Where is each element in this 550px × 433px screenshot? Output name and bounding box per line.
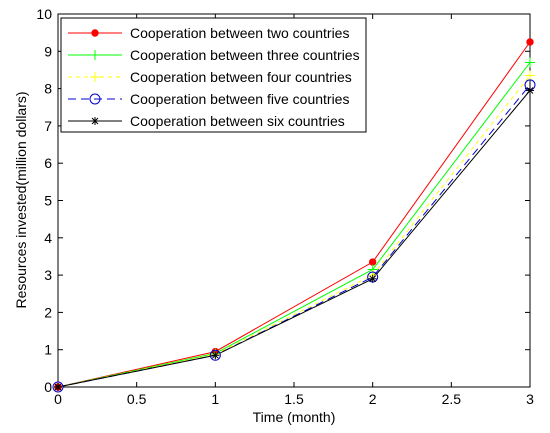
x-tick-label: 1.5 <box>284 391 304 407</box>
y-tick-label: 9 <box>44 43 52 59</box>
x-tick-label: 0 <box>54 391 62 407</box>
legend-label: Cooperation between six countries <box>130 113 345 129</box>
data-point-series-5 <box>211 351 220 360</box>
data-point-series-4 <box>209 349 221 361</box>
legend: Cooperation between two countries Coopera… <box>60 17 367 133</box>
legend-entry: Cooperation between two countries <box>68 25 349 41</box>
data-point-series-4 <box>52 381 64 393</box>
y-tick-label: 5 <box>44 193 52 209</box>
x-tick-label: 2 <box>369 391 377 407</box>
data-point-series-2 <box>525 57 535 68</box>
y-axis-label: Resources invested(million dollars) <box>13 91 29 308</box>
y-tick-label: 0 <box>44 379 52 395</box>
legend-entry: Cooperation between three countries <box>68 47 360 63</box>
y-axis: 0 1 2 3 4 5 6 7 8 9 10 <box>36 6 530 395</box>
legend-marker <box>91 117 99 125</box>
legend-box <box>60 17 367 133</box>
legend-label: Cooperation between five countries <box>130 91 349 107</box>
data-point-series-1 <box>526 38 534 46</box>
legend-entry: Cooperation between four countries <box>68 69 352 85</box>
data-point-series-1 <box>368 258 377 266</box>
y-tick-label: 6 <box>44 155 52 171</box>
y-tick-label: 7 <box>44 118 52 134</box>
y-tick-label: 2 <box>44 304 52 320</box>
legend-marker <box>89 93 101 105</box>
legend-marker <box>90 72 100 82</box>
x-tick-label: 3 <box>526 391 534 407</box>
y-tick-label: 10 <box>36 6 52 22</box>
legend-entry: Cooperation between six countries <box>68 113 345 129</box>
x-tick-label: 2.5 <box>442 391 462 407</box>
series-line-3 <box>57 75 531 388</box>
x-tick-label: 0.5 <box>127 391 147 407</box>
series-line-1 <box>57 41 531 388</box>
data-point-series-5 <box>526 86 534 95</box>
series-line-5 <box>57 90 531 388</box>
data-point-series-5 <box>368 274 377 283</box>
y-tick-label: 4 <box>44 230 52 246</box>
data-point-series-3 <box>525 70 535 81</box>
legend-marker <box>90 50 100 60</box>
x-axis-label: Time (month) <box>253 409 336 425</box>
y-tick-label: 8 <box>44 81 52 97</box>
legend-label: Cooperation between four countries <box>130 69 352 85</box>
y-tick-label: 3 <box>44 267 52 283</box>
x-tick-label: 1 <box>211 391 219 407</box>
x-axis: 0 0.5 1 1.5 2 2.5 3 <box>54 14 534 407</box>
series-lines <box>57 41 531 388</box>
series-markers <box>52 38 536 393</box>
legend-label: Cooperation between three countries <box>130 47 360 63</box>
y-tick-label: 1 <box>44 342 52 358</box>
legend-entry: Cooperation between five countries <box>68 91 349 107</box>
legend-marker <box>91 29 99 37</box>
legend-label: Cooperation between two countries <box>130 25 349 41</box>
data-point-series-5 <box>54 383 62 391</box>
